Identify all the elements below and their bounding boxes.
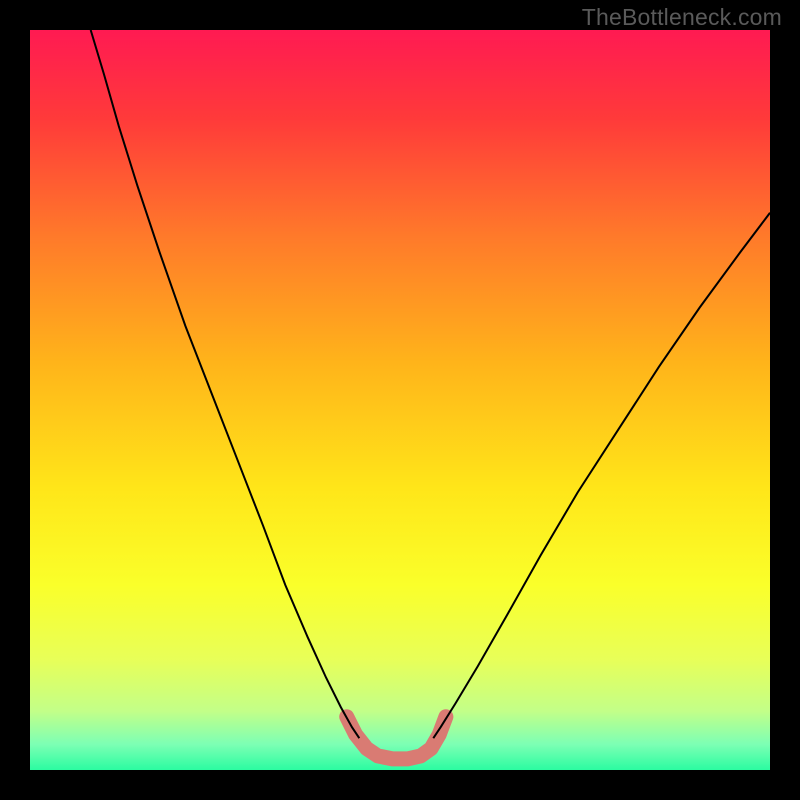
curve-left-branch [91, 30, 360, 738]
watermark-text: TheBottleneck.com [582, 4, 782, 31]
chart-curves [30, 30, 770, 770]
valley-highlight-segment [347, 717, 446, 759]
curve-right-branch [433, 213, 770, 738]
chart-plot-area [30, 30, 770, 770]
